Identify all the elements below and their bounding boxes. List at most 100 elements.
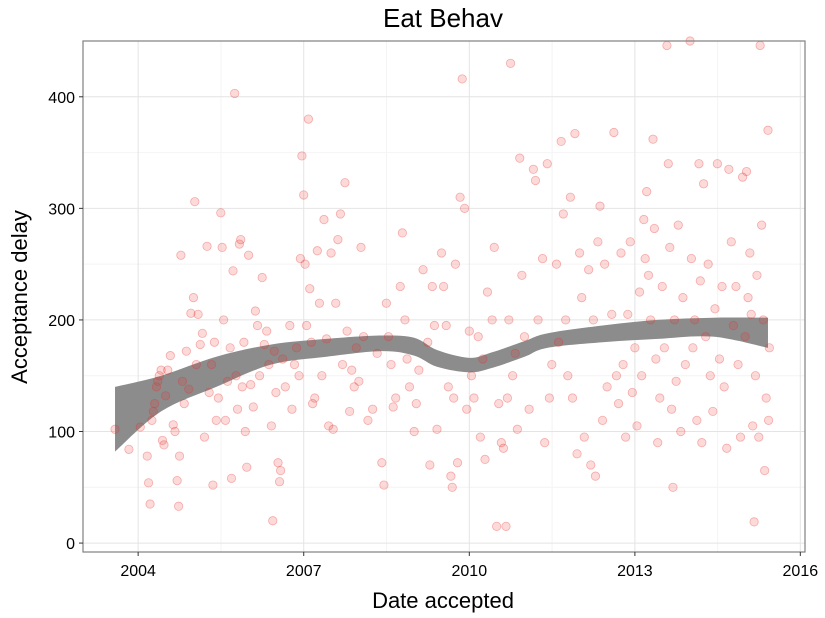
data-point	[651, 354, 661, 364]
data-point	[274, 477, 285, 487]
data-point	[157, 435, 168, 446]
data-point	[363, 415, 373, 425]
data-point	[508, 371, 518, 381]
data-point	[150, 399, 160, 409]
data-point	[184, 384, 194, 394]
data-point	[754, 432, 764, 442]
data-point	[567, 393, 578, 403]
data-point	[690, 315, 700, 325]
data-point	[231, 371, 241, 381]
data-point	[572, 449, 582, 459]
data-point	[640, 253, 650, 264]
data-point	[655, 393, 665, 403]
data-point	[653, 438, 663, 448]
data-point	[763, 415, 774, 425]
data-point	[143, 478, 154, 488]
data-point	[239, 337, 249, 347]
chart-title: Eat Behav	[383, 3, 503, 33]
data-point	[299, 190, 309, 200]
data-point	[542, 159, 552, 169]
data-point	[326, 248, 336, 258]
data-point	[588, 315, 598, 325]
data-point	[637, 371, 647, 381]
data-point	[475, 432, 485, 442]
data-point	[368, 404, 378, 414]
data-point	[669, 315, 680, 325]
data-point	[268, 516, 278, 526]
data-point	[197, 328, 207, 338]
data-point	[142, 451, 152, 461]
data-point	[530, 175, 541, 186]
data-point	[151, 382, 162, 392]
data-point	[165, 351, 175, 361]
data-point	[642, 187, 652, 197]
data-point	[512, 424, 522, 434]
data-point	[381, 298, 391, 308]
data-point	[234, 239, 244, 249]
data-point	[306, 337, 316, 347]
data-point	[763, 125, 773, 135]
data-point	[510, 348, 520, 359]
data-point	[232, 404, 243, 414]
data-point	[135, 422, 145, 432]
data-point	[211, 415, 221, 425]
data-point	[618, 359, 628, 370]
data-point	[450, 259, 461, 269]
data-point	[236, 234, 246, 245]
data-point	[174, 451, 185, 461]
data-point	[340, 178, 350, 188]
data-point	[600, 259, 610, 269]
data-point	[153, 376, 163, 386]
data-point	[190, 197, 200, 207]
data-point	[602, 382, 612, 392]
data-point	[561, 315, 571, 325]
data-point	[414, 365, 424, 375]
data-point	[220, 415, 231, 425]
data-point	[668, 482, 678, 492]
data-point	[597, 415, 608, 425]
data-point	[195, 339, 205, 350]
data-point	[154, 371, 164, 381]
data-point	[386, 359, 396, 370]
data-point	[292, 343, 302, 353]
data-point	[607, 309, 617, 319]
data-point	[623, 309, 633, 319]
data-point	[540, 438, 550, 448]
data-point	[611, 371, 622, 381]
data-point	[722, 443, 732, 453]
data-point	[634, 287, 645, 297]
data-point	[501, 521, 511, 531]
data-point	[226, 473, 237, 483]
plot-panel-border	[82, 40, 806, 553]
data-point	[186, 308, 196, 318]
data-point	[409, 426, 419, 437]
data-point	[248, 402, 258, 412]
x-tick-label: 2010	[452, 563, 488, 580]
data-point	[688, 343, 698, 353]
data-point	[250, 306, 260, 316]
x-tick-label: 2004	[120, 563, 156, 580]
data-point	[411, 399, 421, 409]
data-point	[760, 465, 770, 476]
data-point	[492, 521, 502, 531]
data-point	[616, 248, 626, 258]
data-point	[757, 220, 767, 230]
data-point	[354, 376, 364, 386]
data-point	[301, 320, 312, 331]
data-point	[172, 475, 182, 486]
data-point	[379, 480, 389, 490]
data-point	[544, 393, 554, 403]
data-point	[174, 501, 184, 511]
data-point	[177, 376, 188, 386]
data-point	[686, 253, 696, 264]
data-point	[695, 276, 705, 286]
data-point	[441, 320, 451, 331]
data-point	[237, 382, 247, 392]
data-point	[758, 315, 768, 325]
data-point	[609, 127, 619, 138]
data-point	[310, 393, 320, 403]
data-point	[331, 298, 341, 308]
data-point	[625, 237, 635, 247]
data-point	[741, 166, 752, 177]
data-point	[243, 250, 254, 260]
